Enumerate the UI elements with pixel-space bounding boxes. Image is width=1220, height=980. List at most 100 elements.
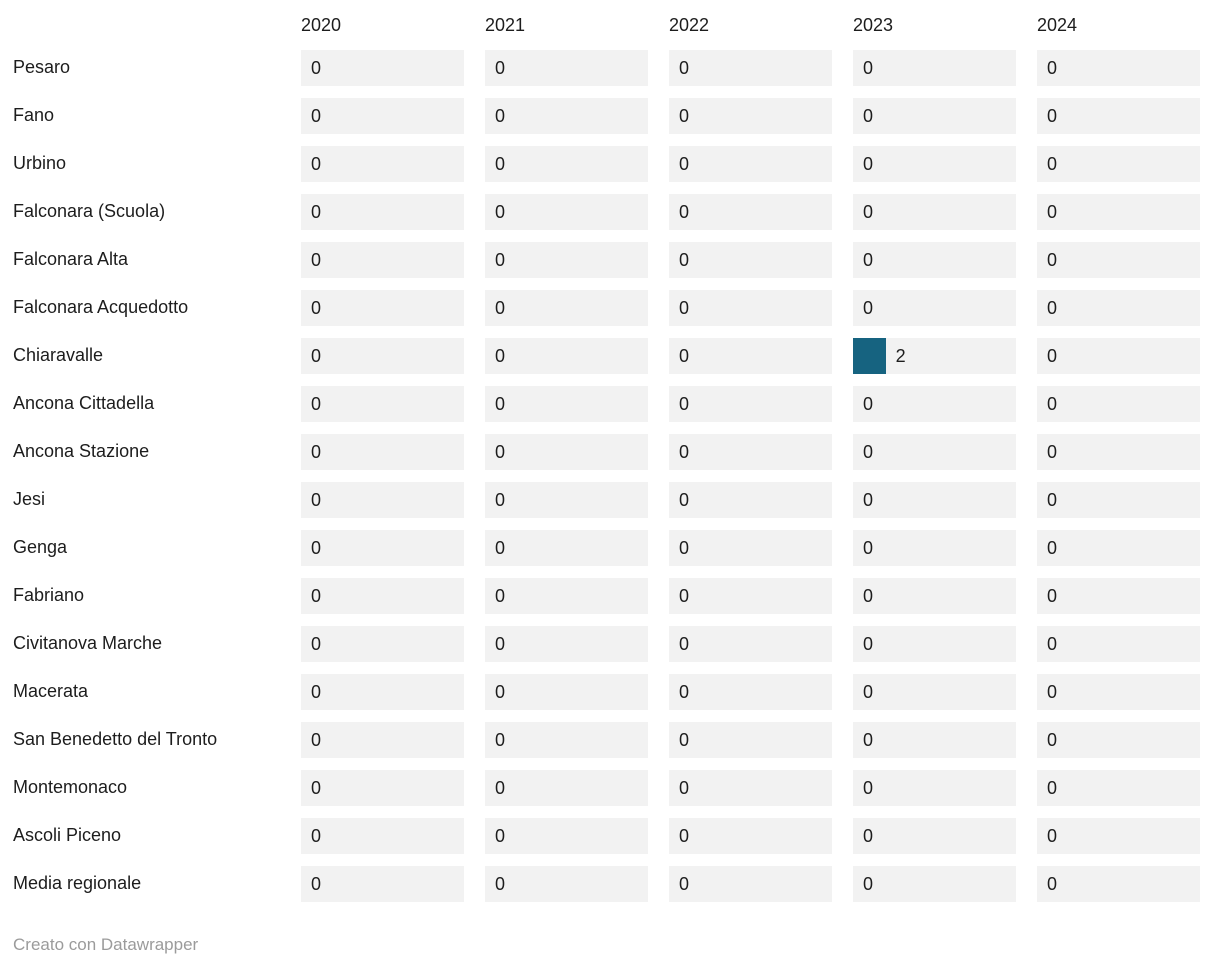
value-label: 0 xyxy=(495,202,506,222)
row-label: Ancona Stazione xyxy=(13,441,150,462)
value-cell: 0 xyxy=(669,146,832,182)
value-cell: 0 xyxy=(669,626,832,662)
value-label: 0 xyxy=(1047,394,1058,414)
value-label: 0 xyxy=(1047,538,1058,558)
value-cell: 0 xyxy=(669,722,832,758)
value-label: 0 xyxy=(311,874,322,894)
value-cell: 0 xyxy=(485,722,648,758)
value-label: 0 xyxy=(311,730,322,750)
value-cell: 0 xyxy=(301,146,464,182)
row-label: Civitanova Marche xyxy=(13,633,163,654)
value-label: 0 xyxy=(311,394,322,414)
value-label: 0 xyxy=(863,874,874,894)
value-cell: 0 xyxy=(853,674,1016,710)
value-label: 0 xyxy=(863,106,874,126)
value-cell: 0 xyxy=(301,818,464,854)
value-label: 0 xyxy=(495,394,506,414)
value-label: 0 xyxy=(863,730,874,750)
column-header-2020: 2020 xyxy=(301,15,342,35)
value-label: 0 xyxy=(679,490,690,510)
row-label: Chiaravalle xyxy=(13,345,104,366)
row-label: Fabriano xyxy=(13,585,85,606)
value-cell: 0 xyxy=(485,482,648,518)
value-label: 0 xyxy=(863,442,874,462)
value-label: 0 xyxy=(311,682,322,702)
row-label: Media regionale xyxy=(13,873,142,894)
table-row: Urbino 0 0 0 0 0 xyxy=(13,146,1202,182)
value-cell: 0 xyxy=(853,386,1016,422)
datawrapper-table-chart: 2020 2021 2022 2023 2024 Pesaro 0 0 0 0 0 Fa… xyxy=(13,15,1202,954)
value-label: 0 xyxy=(495,874,506,894)
value-cell: 2 xyxy=(853,338,1016,374)
value-label: 0 xyxy=(495,346,506,366)
value-label: 0 xyxy=(311,202,322,222)
value-cell: 0 xyxy=(669,818,832,854)
value-cell: 0 xyxy=(853,290,1016,326)
value-label: 0 xyxy=(679,202,690,222)
value-cell: 0 xyxy=(1037,290,1200,326)
value-label: 0 xyxy=(863,490,874,510)
value-cell: 0 xyxy=(485,290,648,326)
value-label: 0 xyxy=(495,250,506,270)
value-cell: 0 xyxy=(853,434,1016,470)
value-cell: 0 xyxy=(853,482,1016,518)
value-cell: 0 xyxy=(485,338,648,374)
table-row: Falconara Alta 0 0 0 0 0 xyxy=(13,242,1202,278)
value-cell: 0 xyxy=(301,578,464,614)
value-label: 0 xyxy=(1047,634,1058,654)
value-label: 0 xyxy=(495,586,506,606)
value-label: 0 xyxy=(1047,442,1058,462)
table-row: Civitanova Marche 0 0 0 0 0 xyxy=(13,626,1202,662)
value-cell: 0 xyxy=(853,194,1016,230)
row-label: Macerata xyxy=(13,681,89,702)
value-label: 0 xyxy=(495,106,506,126)
value-label: 0 xyxy=(679,58,690,78)
value-label: 0 xyxy=(863,586,874,606)
value-cell: 0 xyxy=(669,530,832,566)
value-cell: 0 xyxy=(301,866,464,902)
value-cell: 0 xyxy=(485,146,648,182)
value-cell: 0 xyxy=(669,194,832,230)
value-label: 0 xyxy=(495,58,506,78)
table-row: Falconara Acquedotto 0 0 0 0 0 xyxy=(13,290,1202,326)
value-cell: 0 xyxy=(485,674,648,710)
table-row: Fano 0 0 0 0 0 xyxy=(13,98,1202,134)
value-label: 0 xyxy=(311,442,322,462)
value-label: 0 xyxy=(679,106,690,126)
column-header-2022: 2022 xyxy=(669,15,710,35)
value-cell: 0 xyxy=(669,386,832,422)
table-row: Jesi 0 0 0 0 0 xyxy=(13,482,1202,518)
value-cell: 0 xyxy=(853,530,1016,566)
value-label: 0 xyxy=(311,298,322,318)
value-label: 0 xyxy=(311,826,322,846)
value-cell: 0 xyxy=(853,50,1016,86)
value-cell: 0 xyxy=(1037,338,1200,374)
value-cell: 0 xyxy=(485,626,648,662)
value-cell: 0 xyxy=(669,482,832,518)
value-cell: 0 xyxy=(485,242,648,278)
table-row: Chiaravalle 0 0 0 2 0 xyxy=(13,338,1202,374)
value-label: 0 xyxy=(863,826,874,846)
value-label: 0 xyxy=(495,538,506,558)
table-row: Media regionale 0 0 0 0 0 xyxy=(13,866,1202,902)
value-label: 0 xyxy=(311,586,322,606)
value-cell: 0 xyxy=(301,194,464,230)
value-cell: 0 xyxy=(301,722,464,758)
value-cell: 0 xyxy=(485,194,648,230)
value-cell: 0 xyxy=(301,386,464,422)
value-cell: 0 xyxy=(669,434,832,470)
value-label: 0 xyxy=(863,538,874,558)
value-cell: 0 xyxy=(853,818,1016,854)
value-label: 0 xyxy=(863,202,874,222)
value-label: 0 xyxy=(679,826,690,846)
value-cell: 0 xyxy=(669,770,832,806)
value-label: 0 xyxy=(863,394,874,414)
value-label: 0 xyxy=(679,442,690,462)
row-label: Urbino xyxy=(13,153,67,174)
value-label: 0 xyxy=(1047,106,1058,126)
value-label: 0 xyxy=(679,250,690,270)
value-label: 0 xyxy=(863,778,874,798)
value-cell: 0 xyxy=(301,98,464,134)
row-label: Falconara Alta xyxy=(13,249,129,270)
value-cell: 0 xyxy=(669,98,832,134)
